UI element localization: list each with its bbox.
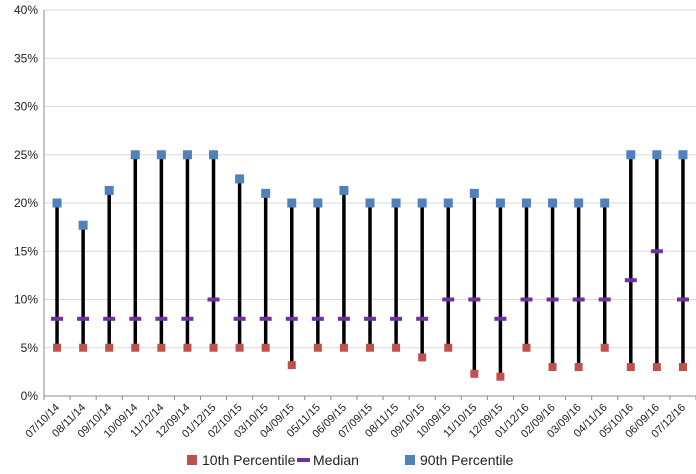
y-tick-label: 40% — [14, 3, 38, 17]
p90-marker — [626, 150, 636, 160]
median-marker — [416, 316, 429, 321]
legend-swatch — [297, 458, 310, 462]
p10-marker — [574, 363, 583, 372]
p90-marker — [78, 220, 88, 230]
median-marker — [285, 316, 298, 321]
median-marker — [51, 316, 64, 321]
p10-marker — [522, 343, 531, 352]
p90-marker — [261, 188, 271, 198]
y-tick-label: 25% — [14, 148, 38, 162]
range-lines — [55, 154, 685, 377]
median-marker — [598, 297, 611, 302]
y-tick-label: 5% — [21, 341, 39, 355]
p90-marker — [339, 185, 349, 195]
median-marker — [103, 316, 116, 321]
median-marker — [390, 316, 403, 321]
p90-marker — [235, 174, 245, 184]
p10-marker — [652, 363, 661, 372]
median-marker — [259, 316, 272, 321]
p90-marker — [209, 150, 219, 160]
median-marker — [468, 297, 481, 302]
p10-marker — [470, 369, 479, 378]
p10-marker — [339, 343, 348, 352]
legend-label: 10th Percentile — [202, 452, 296, 468]
y-tick-label: 15% — [14, 244, 38, 258]
legend-swatch — [405, 455, 415, 465]
p90-marker — [652, 150, 662, 160]
p90-marker — [521, 198, 531, 208]
y-tick-label: 35% — [14, 51, 38, 65]
p90-marker — [365, 198, 375, 208]
p10-marker — [105, 343, 114, 352]
median-marker — [494, 316, 507, 321]
p10-marker — [313, 343, 322, 352]
legend: 10th Percentile Median 90th Percentile — [187, 452, 514, 468]
p90-marker — [678, 150, 688, 160]
p90-marker — [600, 198, 610, 208]
p90-marker — [469, 188, 479, 198]
p90-marker — [182, 150, 192, 160]
legend-swatch — [187, 455, 197, 465]
p10-marker — [366, 343, 374, 352]
p90-marker — [104, 185, 114, 195]
median-marker — [364, 316, 376, 321]
p10-marker — [548, 363, 557, 372]
p90-marker — [548, 198, 558, 208]
p10-marker — [678, 363, 687, 372]
p90-marker — [417, 198, 427, 208]
median-marker — [520, 297, 533, 302]
p10-marker — [418, 353, 427, 362]
legend-label: 90th Percentile — [420, 452, 514, 468]
y-axis-ticks: 0% 5% 10% 15% 20% 25% 30% 35% 40% — [14, 3, 38, 403]
median-marker — [77, 316, 90, 321]
p10-marker — [392, 343, 401, 352]
p90-marker — [156, 150, 166, 160]
p10-marker — [157, 343, 166, 352]
markers — [51, 150, 689, 381]
p10-marker — [261, 343, 270, 352]
median-marker — [337, 316, 350, 321]
p90-marker — [391, 198, 401, 208]
p90-marker — [52, 198, 62, 208]
p10-marker — [496, 372, 505, 381]
p10-marker — [183, 343, 192, 352]
median-marker — [181, 316, 194, 321]
median-marker — [572, 297, 585, 302]
p10-marker — [235, 343, 244, 352]
p10-marker — [287, 361, 296, 370]
p10-marker — [79, 343, 88, 352]
p10-marker — [131, 343, 140, 352]
p10-marker — [444, 343, 453, 352]
p10-marker — [53, 343, 62, 352]
p90-marker — [495, 198, 505, 208]
median-marker — [311, 316, 324, 321]
y-tick-label: 10% — [14, 293, 38, 307]
axes — [43, 10, 696, 400]
median-marker — [155, 316, 168, 321]
p90-marker — [443, 198, 453, 208]
median-marker — [676, 297, 689, 302]
p10-marker — [626, 363, 635, 372]
p90-marker — [130, 150, 140, 160]
p10-marker — [209, 343, 218, 352]
median-marker — [624, 278, 637, 283]
x-axis-ticks: 07/10/1408/11/1409/10/1410/09/1411/12/14… — [23, 402, 688, 441]
y-tick-label: 20% — [14, 196, 38, 210]
median-marker — [207, 297, 220, 302]
p90-marker — [574, 198, 584, 208]
legend-label: Median — [313, 452, 359, 468]
median-marker — [442, 297, 455, 302]
y-tick-label: 30% — [14, 100, 38, 114]
median-marker — [129, 316, 142, 321]
p10-marker — [600, 343, 609, 352]
median-marker — [650, 249, 663, 254]
median-marker — [546, 297, 559, 302]
p90-marker — [287, 198, 297, 208]
y-tick-label: 0% — [21, 389, 39, 403]
median-marker — [233, 316, 246, 321]
p90-marker — [313, 198, 323, 208]
